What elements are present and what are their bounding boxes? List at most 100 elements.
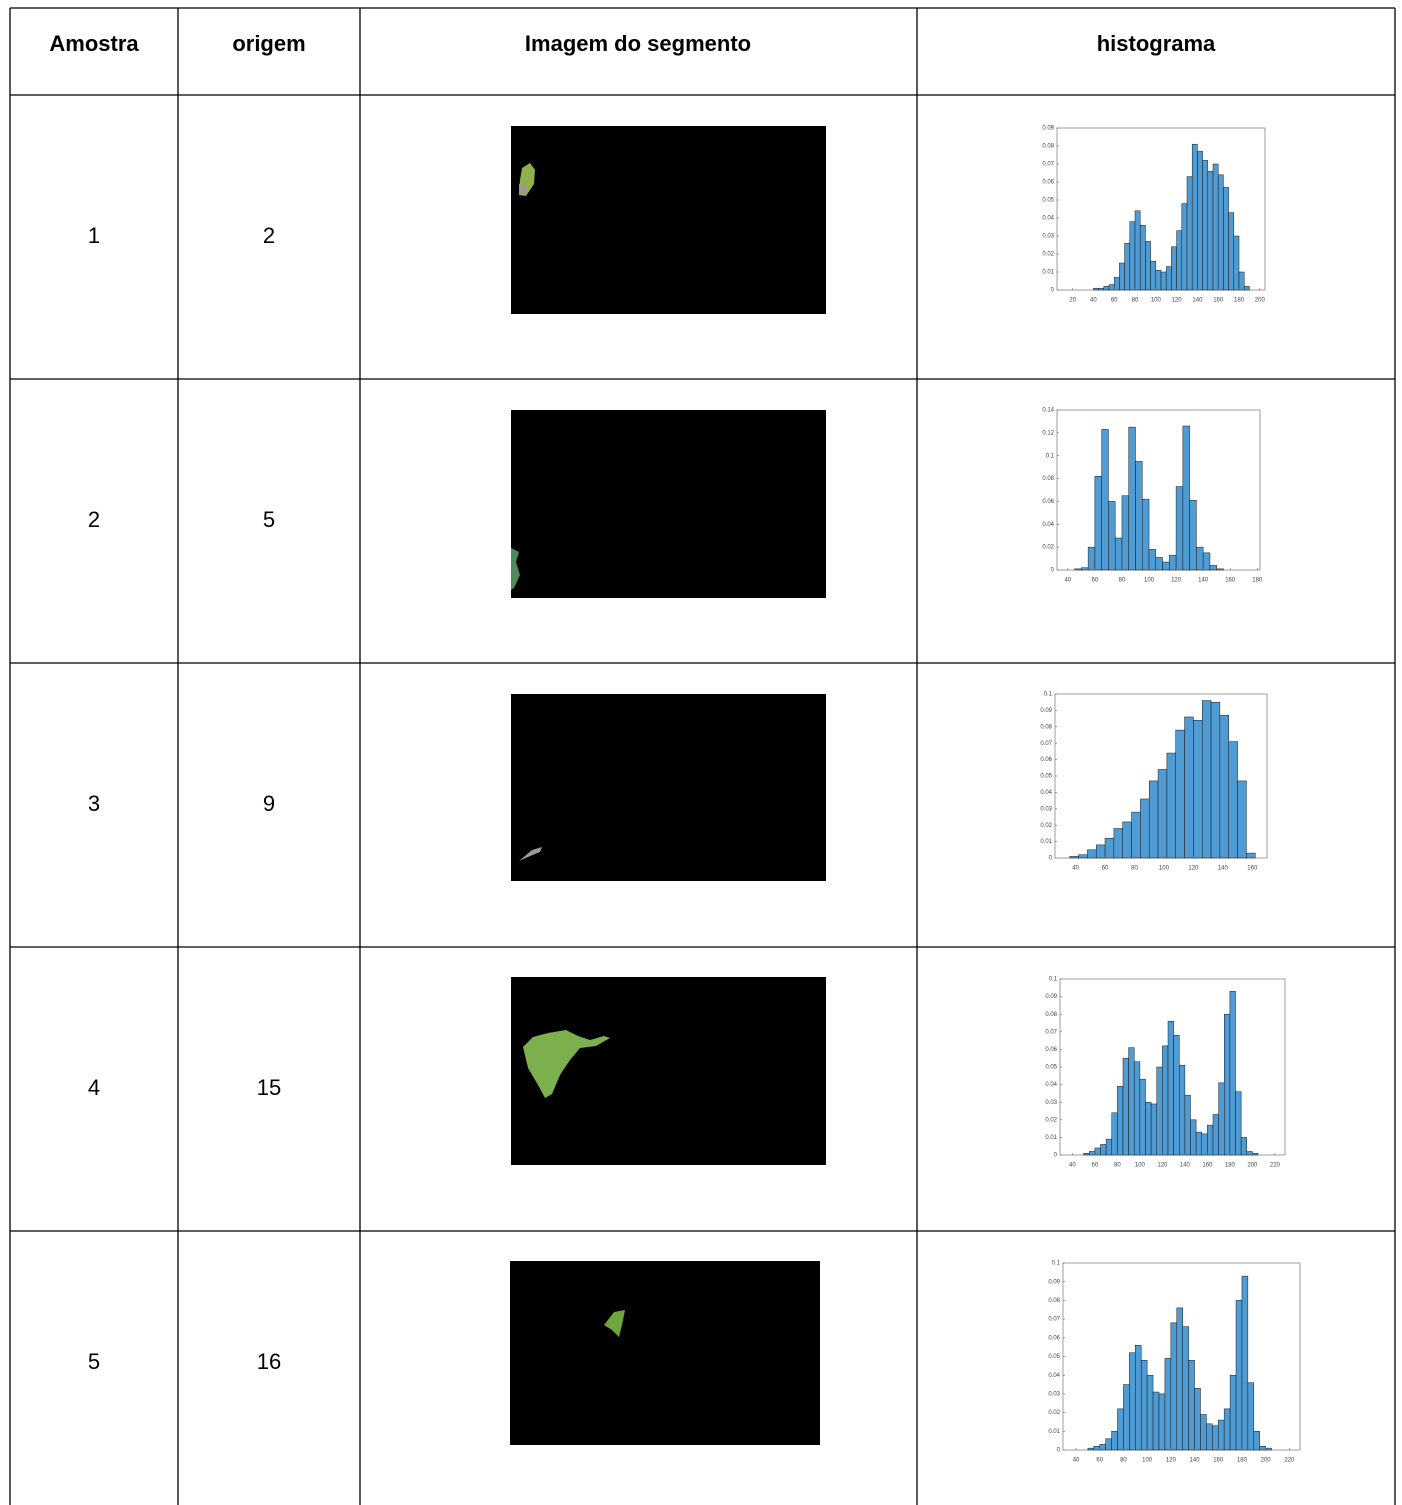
bar [1194, 1388, 1201, 1451]
cell: 15 [257, 1075, 281, 1100]
x-tick-label: 180 [1252, 578, 1263, 584]
bar [1098, 287, 1105, 291]
x-tick-label: 60 [1096, 1458, 1103, 1464]
x-tick-label: 160 [1247, 866, 1258, 872]
y-tick-label: 0.08 [1040, 724, 1052, 730]
y-tick-label: 0.03 [1042, 234, 1054, 240]
y-tick-label: 0.01 [1040, 839, 1052, 845]
x-tick-label: 140 [1198, 578, 1209, 584]
bar [1081, 567, 1089, 571]
histogram: 40 60 80 100 120 140 160 180 200 220 0 0.01 0.02 0.03… [1045, 977, 1286, 1169]
y-tick-label: 0.08 [1042, 476, 1054, 482]
bar [1184, 716, 1194, 859]
bar [1160, 271, 1167, 291]
y-tick-label: 0.03 [1048, 1391, 1060, 1397]
bar [1188, 1359, 1195, 1451]
bar [1181, 203, 1188, 291]
x-tick-label: 120 [1171, 578, 1182, 584]
x-tick-label: 120 [1166, 1458, 1177, 1464]
bar [1189, 500, 1197, 571]
bar [1196, 546, 1204, 571]
bar [1139, 1079, 1146, 1156]
y-tick-label: 0.06 [1048, 1335, 1060, 1341]
table-grid [9, 7, 1396, 1505]
bar [1095, 844, 1106, 859]
y-tick-label: 0.09 [1040, 708, 1052, 714]
bar [1142, 498, 1150, 571]
bar [1111, 1112, 1118, 1156]
bar [1193, 719, 1203, 859]
y-tick-label: 0.01 [1042, 270, 1054, 276]
header-cell: Amostra [49, 31, 139, 56]
header-cell: histograma [1097, 31, 1216, 56]
y-tick-label: 0.1 [1044, 692, 1053, 698]
x-tick-label: 140 [1218, 866, 1229, 872]
cell: 2 [88, 507, 100, 532]
bar [1229, 991, 1236, 1156]
x-tick-label: 100 [1142, 1458, 1153, 1464]
bar [1223, 187, 1229, 291]
x-tick-label: 80 [1132, 298, 1139, 304]
bar [1157, 769, 1168, 859]
bar [1150, 1103, 1157, 1156]
bar [1170, 1322, 1178, 1451]
bar [1207, 1124, 1214, 1156]
bar [1186, 176, 1193, 291]
bar [1089, 1151, 1096, 1156]
y-tick-label: 0.07 [1042, 162, 1054, 168]
y-tick-label: 0.03 [1045, 1100, 1057, 1106]
bar [1212, 1425, 1219, 1451]
header-cell: Imagem do segmento [525, 31, 751, 56]
bar [1240, 1137, 1247, 1156]
cell: 1 [88, 223, 100, 248]
x-tick-label: 180 [1234, 298, 1245, 304]
x-tick-label: 40 [1073, 1458, 1080, 1464]
y-tick-label: 0.03 [1040, 806, 1052, 812]
x-tick-label: 80 [1120, 1458, 1127, 1464]
x-tick-label: 80 [1114, 1163, 1121, 1169]
bar [1197, 151, 1203, 291]
bar [1155, 269, 1162, 291]
bar [1140, 798, 1150, 859]
bar [1156, 1066, 1163, 1156]
x-tick-label: 160 [1225, 578, 1236, 584]
x-tick-label: 200 [1247, 1163, 1258, 1169]
bar [1135, 1345, 1142, 1451]
bar [1217, 174, 1224, 291]
bar [1233, 235, 1240, 291]
y-tick-label: 0.1 [1052, 1261, 1061, 1267]
bar [1122, 821, 1132, 859]
x-tick-label: 40 [1069, 1163, 1076, 1169]
bar [1259, 1446, 1266, 1451]
bar [1238, 271, 1245, 291]
bar [1216, 568, 1224, 571]
x-tick-label: 180 [1225, 1163, 1236, 1169]
bar [1087, 546, 1096, 571]
histogram: 20 40 60 80 100 120 140 160 180 200 0 0.01 0.02 0.03 0… [1042, 126, 1265, 304]
y-tick-label: 0.08 [1048, 1298, 1060, 1304]
bar [1164, 1358, 1172, 1451]
bar [1100, 1144, 1107, 1156]
bar [1209, 565, 1217, 571]
bar [1074, 568, 1082, 571]
bar [1228, 212, 1235, 291]
bar [1140, 1359, 1148, 1451]
bar [1103, 286, 1110, 291]
segment-image [510, 1261, 820, 1445]
y-tick-label: 0.02 [1042, 252, 1054, 258]
bar [1162, 1045, 1169, 1156]
bar [1171, 246, 1177, 291]
x-tick-label: 200 [1261, 1458, 1272, 1464]
y-tick-label: 0.05 [1040, 774, 1052, 780]
bar [1078, 854, 1088, 859]
segment-image [511, 977, 826, 1165]
bar [1212, 163, 1219, 291]
bar [1246, 1151, 1253, 1156]
bar [1105, 1138, 1112, 1156]
bar [1087, 849, 1097, 859]
bar [1135, 461, 1143, 571]
bar [1202, 160, 1209, 291]
bar [1113, 828, 1123, 859]
y-tick-label: 0.09 [1042, 126, 1054, 132]
